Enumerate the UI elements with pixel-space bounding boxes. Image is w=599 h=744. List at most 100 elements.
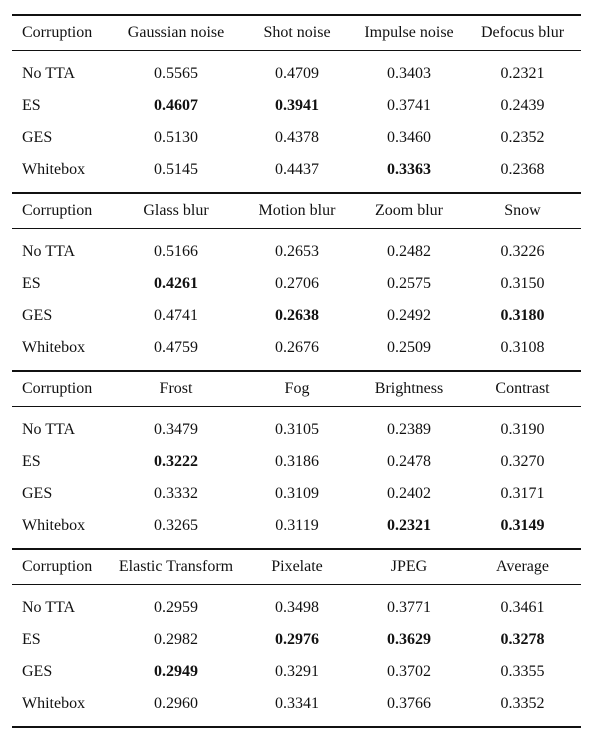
- column-header: Defocus blur: [480, 24, 565, 41]
- table-block: Corruption Gaussian noise Shot noise Impuls…: [12, 14, 581, 192]
- table-cell: 0.3149: [500, 517, 545, 534]
- table-row: GES 0.4741 0.2638 0.2492 0.3180: [12, 300, 581, 332]
- table-rule: [12, 370, 581, 372]
- table-cell: 0.3352: [500, 695, 545, 712]
- table-cell: 0.3460: [387, 129, 431, 146]
- table-cell: 0.3190: [500, 421, 545, 438]
- table-cell: 0.3222: [154, 453, 198, 470]
- table-cell: 0.3291: [275, 663, 319, 680]
- table-block: Corruption Frost Fog Brightness Contrast No T…: [12, 370, 581, 548]
- table-row: Whitebox 0.3265 0.3119 0.2321 0.3149: [12, 510, 581, 542]
- corruption-header: Corruption: [22, 380, 93, 397]
- table-cell: 0.3180: [500, 307, 545, 324]
- column-header: Gaussian noise: [127, 24, 225, 41]
- table-cell: 0.3341: [275, 695, 319, 712]
- table-row: No TTA 0.2959 0.3498 0.3771 0.3461: [12, 592, 581, 624]
- table-cell: 0.3479: [154, 421, 198, 438]
- row-label: No TTA: [22, 243, 76, 260]
- table-rule: [12, 192, 581, 194]
- table-block: Corruption Glass blur Motion blur Zoom blur…: [12, 192, 581, 370]
- table-cell: 0.3186: [275, 453, 319, 470]
- column-header: Average: [496, 558, 549, 575]
- column-header: Snow: [504, 202, 541, 219]
- row-label: GES: [22, 307, 53, 324]
- table-cell: 0.2402: [387, 485, 431, 502]
- row-label: GES: [22, 129, 53, 146]
- table-cell: 0.4709: [275, 65, 319, 82]
- table-cell: 0.3741: [387, 97, 431, 114]
- table-rule: [12, 548, 581, 550]
- table-cell: 0.4261: [154, 275, 198, 292]
- column-header: JPEG: [390, 558, 428, 575]
- results-table: Corruption Gaussian noise Shot noise Impuls…: [12, 14, 581, 728]
- table-cell: 0.4378: [275, 129, 319, 146]
- table-cell: 0.2575: [387, 275, 431, 292]
- column-header: Contrast: [495, 380, 550, 397]
- table-cell: 0.5166: [154, 243, 198, 260]
- row-label: Whitebox: [22, 695, 86, 712]
- table-row: Whitebox 0.5145 0.4437 0.3363 0.2368: [12, 154, 581, 186]
- table-cell: 0.3771: [387, 599, 431, 616]
- row-label: No TTA: [22, 421, 76, 438]
- table-cell: 0.4741: [154, 307, 198, 324]
- table-cell: 0.4437: [275, 161, 319, 178]
- table-cell: 0.3941: [275, 97, 319, 114]
- table-cell: 0.2976: [275, 631, 319, 648]
- table-row: ES 0.4607 0.3941 0.3741 0.2439: [12, 90, 581, 122]
- table-cell: 0.5145: [154, 161, 198, 178]
- column-header: Zoom blur: [375, 202, 443, 219]
- row-label: ES: [22, 453, 41, 470]
- column-header: Pixelate: [271, 558, 323, 575]
- table-cell: 0.2509: [387, 339, 431, 356]
- table-header-row: Corruption Glass blur Motion blur Zoom blur…: [12, 194, 581, 228]
- table-rule: [12, 14, 581, 16]
- table-rule: [12, 228, 581, 229]
- table-cell: 0.3109: [275, 485, 319, 502]
- table-cell: 0.2959: [154, 599, 198, 616]
- table-cell: 0.2638: [275, 307, 319, 324]
- corruption-header: Corruption: [22, 558, 93, 575]
- row-label: No TTA: [22, 599, 76, 616]
- table-rule: [12, 50, 581, 51]
- table-cell: 0.2982: [154, 631, 198, 648]
- column-header: Impulse noise: [364, 24, 454, 41]
- table-header-row: Corruption Frost Fog Brightness Contrast: [12, 372, 581, 406]
- table-cell: 0.2389: [387, 421, 431, 438]
- table-row: ES 0.4261 0.2706 0.2575 0.3150: [12, 268, 581, 300]
- table-cell: 0.4607: [154, 97, 198, 114]
- table-cell: 0.3461: [500, 599, 545, 616]
- table-cell: 0.3403: [387, 65, 431, 82]
- column-header: Frost: [159, 380, 193, 397]
- table-cell: 0.2676: [275, 339, 319, 356]
- row-label: ES: [22, 631, 41, 648]
- table-header-row: Corruption Gaussian noise Shot noise Impuls…: [12, 16, 581, 50]
- table-cell: 0.3265: [154, 517, 198, 534]
- column-header: Fog: [284, 380, 310, 397]
- table-cell: 0.2706: [275, 275, 319, 292]
- table-cell: 0.2368: [500, 161, 545, 178]
- column-header: Shot noise: [263, 24, 331, 41]
- table-cell: 0.2352: [500, 129, 545, 146]
- table-row: Whitebox 0.4759 0.2676 0.2509 0.3108: [12, 332, 581, 364]
- table-rule: [12, 406, 581, 407]
- table-cell: 0.2653: [275, 243, 319, 260]
- table-cell: 0.3363: [387, 161, 431, 178]
- table-cell: 0.2321: [387, 517, 431, 534]
- table-cell: 0.2321: [500, 65, 545, 82]
- table-cell: 0.3108: [500, 339, 545, 356]
- table-block: Corruption Elastic Transform Pixelate JPEG A…: [12, 548, 581, 726]
- corruption-header: Corruption: [22, 24, 93, 41]
- row-label: No TTA: [22, 65, 76, 82]
- table-cell: 0.4759: [154, 339, 198, 356]
- table-cell: 0.2960: [154, 695, 198, 712]
- table-cell: 0.3226: [500, 243, 545, 260]
- table-row: GES 0.5130 0.4378 0.3460 0.2352: [12, 122, 581, 154]
- table-cell: 0.2478: [387, 453, 431, 470]
- column-header: Elastic Transform: [118, 558, 234, 575]
- table-cell: 0.3702: [387, 663, 431, 680]
- table-cell: 0.2439: [500, 97, 545, 114]
- table-row: ES 0.2982 0.2976 0.3629 0.3278: [12, 624, 581, 656]
- row-label: ES: [22, 97, 41, 114]
- table-row: ES 0.3222 0.3186 0.2478 0.3270: [12, 446, 581, 478]
- table-cell: 0.3355: [500, 663, 545, 680]
